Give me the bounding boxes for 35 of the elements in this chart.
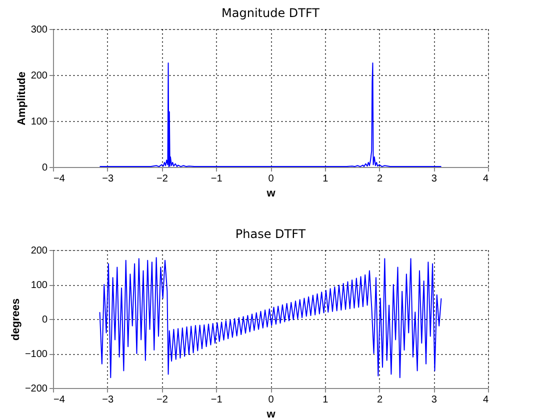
x-axis-title: w bbox=[266, 408, 276, 420]
y-tick-label: −200 bbox=[24, 384, 48, 394]
x-tick-label: 3 bbox=[431, 394, 438, 406]
y-tick-label: 0 bbox=[42, 162, 48, 174]
x-tick-label: −3 bbox=[102, 174, 114, 184]
x-tick-label: −3 bbox=[102, 394, 114, 406]
x-tick-label: 4 bbox=[482, 174, 489, 184]
x-tick-label: 0 bbox=[268, 394, 274, 406]
x-tick-label: −4 bbox=[54, 174, 66, 184]
y-tick-label: 100 bbox=[30, 280, 48, 291]
y-axis-title: Amplitude bbox=[16, 72, 28, 126]
x-tick-label: 1 bbox=[322, 394, 329, 406]
y-tick-label: 200 bbox=[30, 246, 48, 256]
chart-title: Phase DTFT bbox=[235, 227, 306, 241]
line-series bbox=[99, 62, 442, 167]
y-tick-label: 300 bbox=[30, 24, 48, 36]
x-tick-label: −2 bbox=[156, 174, 168, 184]
x-tick-label: 4 bbox=[482, 394, 489, 406]
x-tick-label: −1 bbox=[210, 394, 223, 406]
x-tick-label: −4 bbox=[54, 394, 66, 406]
x-tick-label: 2 bbox=[376, 174, 383, 184]
chart-title: Magnitude DTFT bbox=[222, 6, 320, 20]
y-tick-label: 100 bbox=[30, 116, 48, 128]
y-tick-label: 0 bbox=[42, 314, 48, 326]
x-tick-label: −1 bbox=[210, 174, 223, 184]
x-tick-label: 1 bbox=[322, 174, 329, 184]
y-tick-label: −100 bbox=[24, 349, 48, 360]
x-tick-label: 3 bbox=[431, 174, 438, 184]
x-tick-label: 0 bbox=[268, 174, 274, 184]
line-series bbox=[99, 257, 442, 378]
x-axis-title: w bbox=[266, 188, 276, 200]
x-tick-label: 2 bbox=[376, 394, 383, 406]
y-axis-title: degrees bbox=[10, 298, 22, 341]
y-tick-label: 200 bbox=[30, 70, 48, 82]
x-tick-label: −2 bbox=[156, 394, 168, 406]
